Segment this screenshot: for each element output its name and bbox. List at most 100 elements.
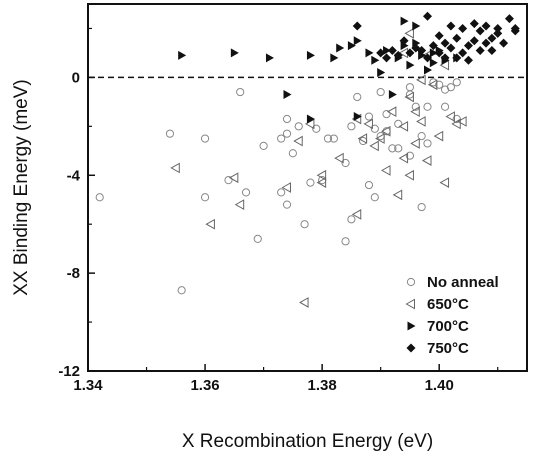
y-tick-label: -8 [67,265,80,282]
data-point [259,141,268,151]
data-point [376,87,385,97]
data-point [353,36,362,46]
data-point [429,58,438,68]
data-point [451,118,461,130]
data-point [440,53,450,63]
data-point [347,122,356,131]
data-point [375,133,385,144]
data-point [357,133,368,144]
data-point [440,38,450,48]
data-point [427,79,438,91]
legend-label: 700°C [427,318,469,335]
legend-marker [406,277,416,287]
data-point [423,65,432,75]
data-point [277,188,286,197]
data-point [352,21,362,31]
data-point [236,87,245,97]
y-tick-label: -4 [67,167,81,184]
data-point [405,48,415,58]
data-point [417,132,426,141]
data-point [165,129,175,138]
data-point [445,111,455,122]
data-point [410,106,420,118]
data-point [406,60,415,70]
x-tick-label: 1.36 [190,377,219,394]
data-point [347,41,356,51]
data-point [281,182,292,193]
data-point [353,92,362,102]
legend-label: No anneal [427,274,499,291]
data-point [316,177,327,188]
data-point [170,162,180,174]
data-point [439,177,450,188]
data-point [404,169,414,181]
data-point [463,55,473,65]
data-point [440,102,450,111]
data-point [382,53,392,63]
data-point [334,152,344,164]
data-point [306,50,315,60]
data-point [458,48,468,58]
data-point [306,114,315,124]
data-point [200,134,210,143]
data-point [452,78,461,87]
x-axis-title: X Recombination Energy (eV) [182,431,433,452]
data-point [398,120,409,132]
data-point [435,80,444,89]
data-point [475,26,485,36]
data-point [417,202,426,212]
data-point [306,178,315,187]
data-point [481,21,491,31]
data-point [400,16,409,26]
data-point [392,189,403,201]
data-point [510,23,520,33]
data-point [446,43,456,53]
data-point [504,14,514,24]
data-point [241,188,251,197]
data-point [288,149,297,158]
data-point [387,45,397,55]
data-point [336,43,345,53]
data-point [493,28,503,38]
data-point [95,193,104,202]
data-point [429,48,438,58]
legend-label: 750°C [427,340,469,357]
data-point [369,140,379,152]
data-point [423,102,432,111]
data-point [364,112,374,121]
data-point [294,122,303,131]
data-point [499,38,509,48]
data-point [341,158,350,168]
data-point [423,139,432,148]
data-point [446,21,456,31]
data-point [469,19,479,29]
series-0 [95,78,461,295]
data-point [410,138,420,149]
data-point [341,237,350,246]
data-point [351,209,362,220]
data-point [416,116,426,127]
data-point [224,176,233,185]
data-point [316,169,327,181]
data-point [446,83,456,92]
data-point [388,144,397,153]
y-tick-label: 0 [72,69,80,86]
x-axis-ticks: 1.34 1.36 1.38 1.40 [73,364,499,394]
data-point [463,41,473,51]
data-point [381,165,391,176]
data-point [347,215,356,224]
data-point [353,112,362,122]
y-tick-label: -12 [58,363,80,380]
data-point [416,74,426,86]
data-point [200,193,210,202]
data-point [371,55,380,65]
plot-frame [87,3,528,372]
data-points [95,11,520,308]
data-point [457,116,467,127]
data-point [234,199,245,210]
legend-label: 650°C [427,296,469,313]
series-1 [170,28,467,308]
data-point [381,125,391,137]
data-point [404,91,414,103]
